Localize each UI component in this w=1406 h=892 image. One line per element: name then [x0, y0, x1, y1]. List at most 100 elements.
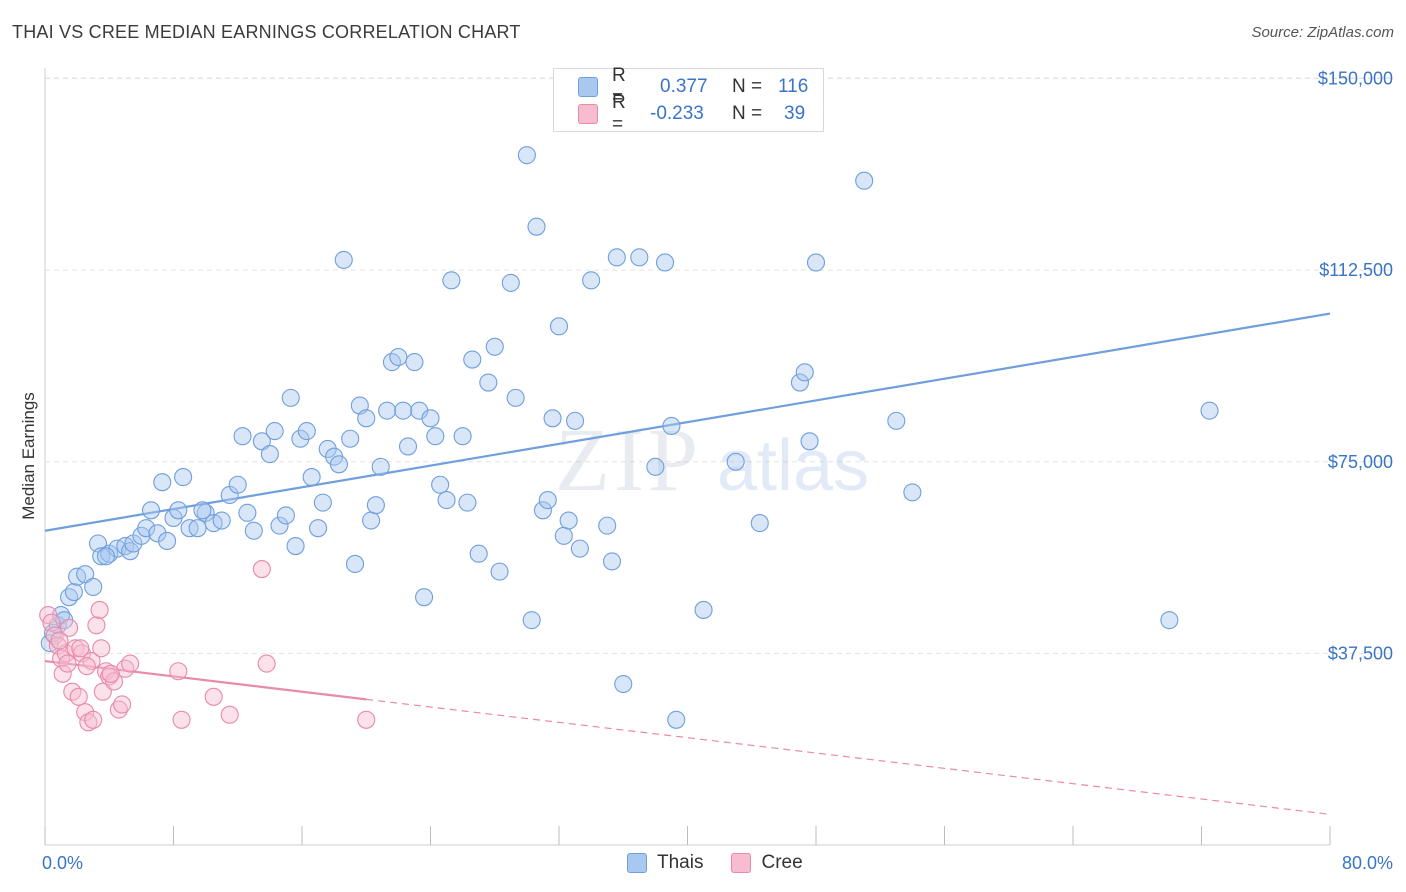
- legend-row-cree: R = -0.233 N = 39: [578, 92, 805, 135]
- data-point: [291, 429, 310, 448]
- data-point: [60, 588, 79, 607]
- x-tick-label: 80.0%: [1342, 853, 1393, 873]
- legend-item-thais[interactable]: Thais: [627, 852, 703, 874]
- data-point: [90, 600, 109, 619]
- data-point: [614, 674, 633, 694]
- data-point: [87, 616, 106, 635]
- data-point: [329, 455, 348, 474]
- data-point: [506, 388, 525, 407]
- series-legend: Thais Cree: [627, 852, 831, 874]
- data-point: [366, 496, 385, 515]
- data-point: [58, 654, 77, 673]
- data-point: [453, 427, 472, 446]
- data-point: [158, 531, 177, 551]
- data-point: [806, 253, 826, 272]
- legend-swatch-cree: [578, 104, 598, 124]
- data-point: [662, 416, 681, 436]
- data-point: [318, 439, 337, 459]
- legend-label-cree: Cree: [761, 852, 803, 873]
- data-point: [442, 271, 461, 290]
- data-point: [501, 273, 520, 292]
- data-point: [646, 457, 665, 476]
- data-point: [45, 626, 64, 645]
- data-point: [69, 687, 88, 706]
- legend-r-value: 0.377: [660, 76, 708, 97]
- series-thais: [40, 146, 1219, 729]
- data-point: [309, 519, 328, 538]
- data-point: [212, 511, 231, 530]
- data-point: [238, 503, 257, 522]
- data-point: [82, 651, 101, 671]
- data-point: [257, 654, 276, 673]
- data-point: [357, 710, 376, 729]
- y-tick-label: $37,500: [1328, 643, 1393, 663]
- data-point: [169, 662, 188, 681]
- data-point: [281, 388, 300, 407]
- chart-title: THAI VS CREE MEDIAN EARNINGS CORRELATION…: [12, 22, 521, 42]
- data-point: [362, 511, 381, 530]
- data-point: [437, 491, 456, 510]
- data-point: [84, 577, 103, 596]
- source-label: Source: ZipAtlas.com: [1251, 24, 1394, 41]
- legend-item-cree[interactable]: Cree: [731, 852, 803, 874]
- data-point: [431, 475, 450, 494]
- data-point: [522, 611, 541, 630]
- data-point: [172, 710, 191, 729]
- data-point: [398, 437, 418, 456]
- data-point: [64, 583, 83, 602]
- data-point: [554, 526, 573, 545]
- data-point: [726, 452, 745, 471]
- data-point: [334, 250, 353, 269]
- data-point: [297, 422, 316, 441]
- data-point: [71, 639, 90, 658]
- data-point: [463, 350, 482, 369]
- data-point: [174, 468, 193, 487]
- data-point: [93, 682, 112, 701]
- y-tick-label: $75,000: [1328, 452, 1393, 472]
- data-point: [109, 700, 128, 719]
- data-point: [469, 544, 488, 563]
- data-point: [76, 565, 95, 584]
- watermark: ZIP atlas: [555, 411, 869, 510]
- legend-swatch-thais: [627, 853, 647, 873]
- data-point: [517, 146, 536, 165]
- data-point: [426, 427, 445, 446]
- trend-extension-cree: [366, 698, 1331, 815]
- data-point: [204, 687, 223, 706]
- x-tick-label: 0.0%: [42, 853, 83, 873]
- legend-n-label: N =: [732, 76, 763, 97]
- data-point: [694, 600, 713, 619]
- trend-line-thais: [44, 312, 1331, 532]
- data-point: [549, 317, 569, 336]
- data-point: [479, 373, 498, 392]
- watermark-zip: ZIP: [555, 411, 702, 510]
- data-point: [543, 409, 562, 428]
- data-point: [79, 713, 98, 732]
- data-point: [77, 657, 96, 676]
- data-point: [302, 468, 321, 487]
- data-point: [345, 554, 365, 574]
- data-point: [276, 506, 295, 525]
- data-point: [60, 618, 79, 637]
- data-point: [421, 409, 440, 428]
- data-point: [655, 253, 675, 272]
- watermark-atlas: atlas: [717, 426, 869, 506]
- data-point: [341, 429, 360, 448]
- data-point: [153, 473, 172, 492]
- data-point: [252, 432, 271, 451]
- data-point: [265, 422, 284, 441]
- legend-r-label: R =: [612, 65, 626, 108]
- data-point: [1160, 611, 1179, 630]
- data-point: [598, 516, 617, 535]
- data-point: [790, 373, 809, 392]
- legend-swatch-thais: [578, 77, 598, 97]
- data-point: [458, 493, 477, 512]
- data-point: [50, 631, 69, 650]
- data-point: [490, 562, 509, 581]
- y-tick-labels: $37,500 $75,000 $112,500 $150,000: [1318, 69, 1393, 664]
- data-point: [630, 248, 649, 267]
- data-point: [750, 514, 769, 533]
- data-point: [96, 547, 116, 566]
- data-point: [800, 432, 819, 451]
- data-point: [570, 539, 589, 558]
